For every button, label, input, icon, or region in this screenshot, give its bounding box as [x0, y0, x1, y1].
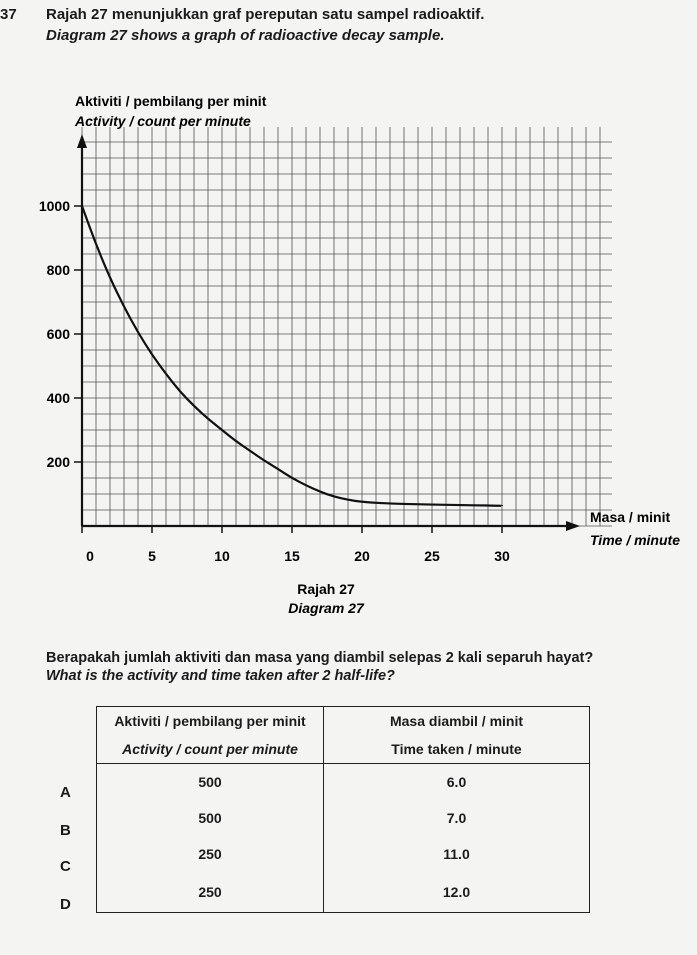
y-axis-label-malay: Aktiviti / pembilang per minit	[75, 93, 267, 109]
sub-question-english: What is the activity and time taken afte…	[46, 668, 395, 684]
option-letter-a: A	[60, 784, 71, 801]
y-tick-label-200: 200	[47, 454, 71, 470]
x-tick-label-0: 0	[86, 548, 94, 564]
option-a-time: 6.0	[323, 763, 590, 800]
header-time-english: Time taken / minute	[323, 735, 590, 764]
option-b-time: 7.0	[323, 800, 590, 836]
question-number: 37	[0, 6, 17, 23]
x-tick-label-30: 30	[494, 548, 510, 564]
y-tick-label-800: 800	[47, 262, 71, 278]
header-activity-malay: Aktiviti / pembilang per minit	[96, 706, 324, 735]
decay-chart: Aktiviti / pembilang per minit Activity …	[39, 93, 680, 616]
option-letter-d: D	[60, 896, 71, 913]
x-tick-label-5: 5	[148, 548, 156, 564]
chart-tick-labels: 0 5 10 15 20 25 30 200 400 600 800 1000	[39, 198, 510, 564]
option-letter-b: B	[60, 822, 71, 839]
option-row-a[interactable]: 500 6.0	[96, 763, 590, 800]
y-tick-label-600: 600	[47, 326, 71, 342]
chart-grid	[81, 127, 612, 527]
y-tick-label-1000: 1000	[39, 198, 70, 214]
option-d-activity: 250	[96, 872, 324, 913]
option-b-activity: 500	[96, 800, 324, 836]
y-axis-arrow	[77, 134, 87, 148]
diagram-caption-english: Diagram 27	[288, 600, 365, 616]
x-axis-label-english: Time / minute	[590, 532, 680, 548]
option-row-d[interactable]: 250 12.0	[96, 872, 590, 913]
question-text-malay: Rajah 27 menunjukkan graf pereputan satu…	[46, 6, 485, 23]
option-c-time: 11.0	[323, 836, 590, 872]
x-tick-label-15: 15	[284, 548, 300, 564]
y-axis-label-english: Activity / count per minute	[74, 113, 251, 129]
x-tick-label-20: 20	[354, 548, 370, 564]
x-axis-label-malay: Masa / minit	[590, 509, 670, 525]
sub-question-malay: Berapakah jumlah aktiviti dan masa yang …	[46, 650, 594, 666]
option-letter-c: C	[60, 858, 71, 875]
option-row-b[interactable]: 500 7.0	[96, 800, 590, 836]
option-d-time: 12.0	[323, 872, 590, 913]
answer-options-table: Aktiviti / pembilang per minit Masa diam…	[96, 706, 590, 913]
option-row-c[interactable]: 250 11.0	[96, 836, 590, 872]
x-axis-arrow	[566, 521, 580, 531]
diagram-caption-malay: Rajah 27	[297, 581, 355, 597]
x-tick-label-25: 25	[424, 548, 440, 564]
question-text-english: Diagram 27 shows a graph of radioactive …	[46, 27, 445, 44]
chart-axes	[77, 134, 580, 531]
decay-curve-series	[80, 205, 503, 507]
header-activity-english: Activity / count per minute	[96, 735, 324, 764]
y-tick-label-400: 400	[47, 390, 71, 406]
x-tick-label-10: 10	[214, 548, 230, 564]
option-c-activity: 250	[96, 836, 324, 872]
option-a-activity: 500	[96, 763, 324, 800]
header-time-malay: Masa diambil / minit	[323, 706, 590, 735]
